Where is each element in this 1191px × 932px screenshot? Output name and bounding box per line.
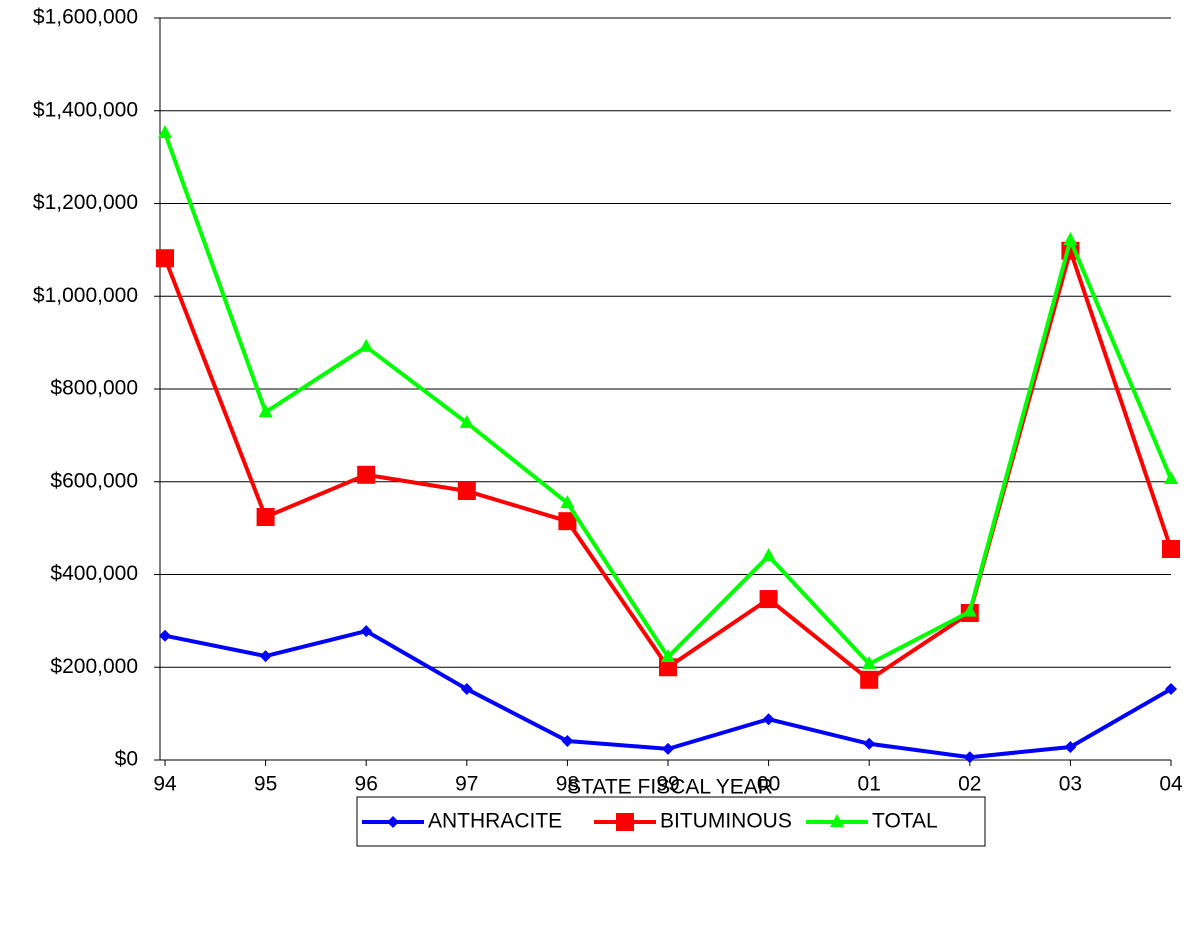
marker	[357, 465, 376, 484]
marker	[659, 658, 677, 677]
marker	[1064, 741, 1077, 754]
y-tick-label: $800,000	[50, 377, 138, 400]
y-tick-label: $200,000	[50, 655, 138, 678]
x-tick-label: 98	[556, 773, 579, 796]
marker	[561, 734, 574, 747]
x-tick-label: 00	[757, 773, 780, 796]
marker	[259, 650, 272, 663]
series-line	[163, 248, 1173, 682]
legend-marker	[616, 813, 634, 831]
x-tick-label: 94	[153, 773, 177, 796]
marker	[860, 670, 879, 689]
marker	[560, 495, 575, 509]
marker	[457, 482, 476, 501]
legend-marker	[387, 816, 399, 828]
marker	[156, 249, 174, 268]
legend-marker	[830, 814, 844, 827]
y-tick-label: $600,000	[50, 469, 138, 492]
marker	[761, 547, 776, 561]
marker	[256, 507, 275, 526]
marker	[258, 404, 273, 418]
y-tick-label: $400,000	[50, 562, 138, 585]
marker	[962, 603, 977, 617]
marker	[759, 590, 778, 609]
y-tick-label: $1,600,000	[33, 6, 138, 29]
marker	[661, 649, 675, 663]
marker	[762, 713, 775, 726]
marker	[359, 338, 374, 352]
marker	[1164, 470, 1178, 484]
marker	[158, 125, 172, 139]
marker	[963, 751, 976, 764]
legend-box	[356, 796, 986, 847]
marker	[1162, 539, 1180, 558]
x-tick-label: 99	[656, 773, 679, 796]
x-tick-label: 02	[958, 773, 981, 796]
x-tick-label: 95	[254, 773, 277, 796]
marker	[459, 414, 474, 428]
y-tick-label: $0	[115, 748, 138, 771]
marker	[1165, 683, 1177, 696]
y-tick-label: $1,400,000	[33, 98, 138, 121]
x-axis-label: STATE FISCAL YEAR	[567, 776, 773, 799]
marker	[558, 512, 577, 531]
y-tick-label: $1,200,000	[33, 191, 138, 214]
marker	[460, 683, 473, 696]
marker	[662, 742, 674, 755]
series-line	[163, 132, 1173, 667]
marker	[863, 737, 876, 750]
legend-label: BITUMINOUS	[660, 810, 792, 833]
marker	[862, 656, 877, 670]
x-tick-label: 03	[1059, 773, 1082, 796]
marker	[1063, 232, 1078, 246]
y-tick-label: $1,000,000	[33, 284, 138, 307]
legend-label: TOTAL	[872, 810, 938, 833]
x-tick-label: 04	[1159, 773, 1183, 796]
x-tick-label: 96	[355, 773, 378, 796]
x-tick-label: 97	[455, 773, 478, 796]
marker	[360, 625, 373, 638]
legend-label: ANTHRACITE	[428, 810, 562, 833]
marker	[159, 629, 171, 642]
x-tick-label: 01	[858, 773, 881, 796]
